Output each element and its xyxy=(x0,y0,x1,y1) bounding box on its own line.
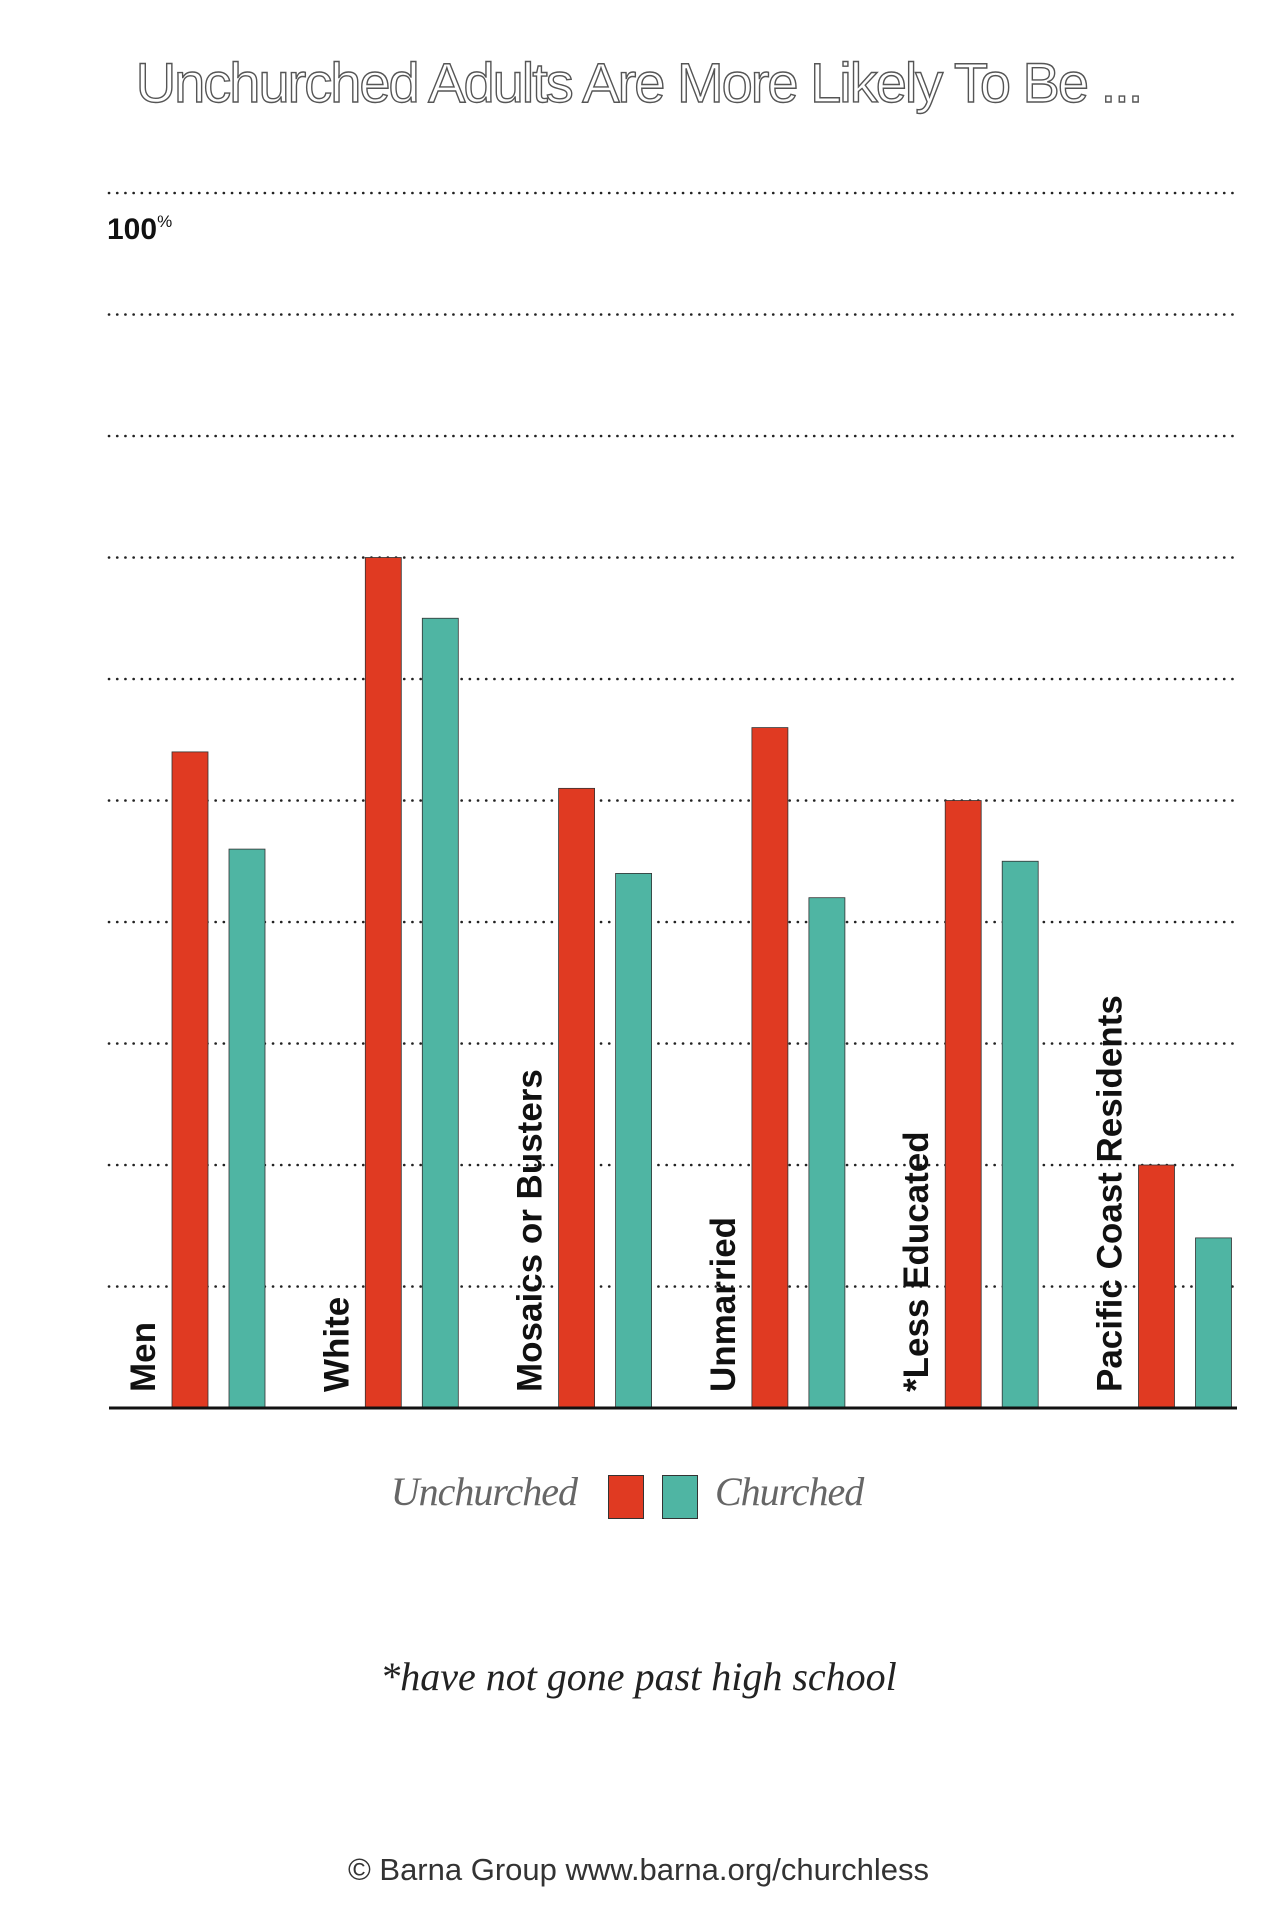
category-label: White xyxy=(317,1297,356,1392)
bar-unchurched-2 xyxy=(558,787,595,1409)
bar-unchurched-4 xyxy=(944,800,982,1409)
bar-unchurched-3 xyxy=(751,727,789,1409)
y-tick-label: 100% xyxy=(107,212,172,246)
category-labels: Men White Mosaics or Busters Unmarried *Less… xyxy=(124,995,1130,1392)
bar-unchurched-1 xyxy=(364,557,402,1409)
bar-unchurched-0 xyxy=(171,751,209,1409)
legend-swatch-unchurched xyxy=(608,1475,644,1519)
legend-swatch-churched xyxy=(662,1475,698,1519)
legend-label-unchurched: Unchurched xyxy=(390,1469,578,1514)
bar-churched-1 xyxy=(421,617,459,1409)
credit-line: © Barna Group www.barna.org/churchless xyxy=(347,1852,930,1887)
bar-unchurched-5 xyxy=(1138,1164,1175,1409)
bar-chart: 100% Men White Mosaics or Busters Unmarried… xyxy=(107,191,1239,1410)
bar-churched-0 xyxy=(228,848,266,1409)
category-label: Pacific Coast Residents xyxy=(1091,995,1130,1392)
bar-churched-4 xyxy=(1001,860,1039,1409)
category-label: Men xyxy=(124,1322,163,1392)
category-label: Mosaics or Busters xyxy=(511,1069,550,1392)
legend-label-churched: Churched xyxy=(715,1469,864,1514)
category-label: Unmarried xyxy=(704,1217,743,1392)
category-label: *Less Educated xyxy=(897,1131,936,1392)
footnote: *have not gone past high school xyxy=(380,1654,897,1699)
bars xyxy=(171,557,1232,1409)
chart-title: Unchurched Adults Are More Likely To Be … xyxy=(135,50,1144,114)
bar-churched-3 xyxy=(808,897,846,1409)
bar-churched-5 xyxy=(1195,1237,1232,1409)
bar-churched-2 xyxy=(615,873,652,1409)
gridlines xyxy=(107,191,1239,1288)
